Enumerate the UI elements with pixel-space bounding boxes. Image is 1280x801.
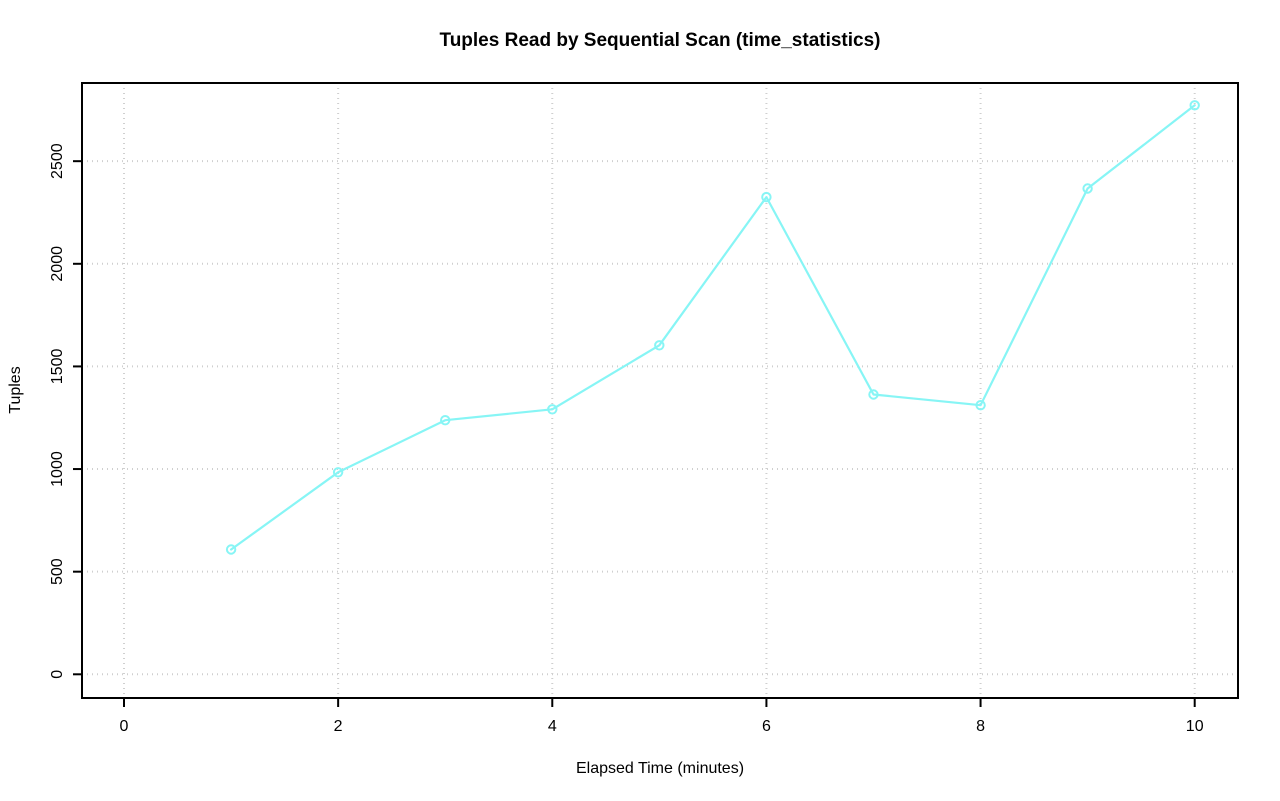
x-tick-label: 10 [1186,718,1204,735]
series-line [230,104,1196,551]
x-tick-label: 0 [120,718,129,735]
plot-box [81,82,1239,699]
data-point [975,400,986,411]
data-point [868,389,879,400]
y-tick-label: 1000 [49,451,66,487]
data-points [225,100,1200,555]
y-axis-label: Tuples [7,366,24,413]
x-tick-labels: 0 2 4 6 8 10 [120,718,1204,735]
data-point [1189,100,1200,111]
x-tick-label: 2 [334,718,343,735]
data-point [332,467,344,478]
data-series [230,104,1196,551]
x-tick-label: 8 [976,718,985,735]
y-tick-label: 1500 [49,349,66,385]
data-point [761,191,772,203]
data-point [225,544,237,555]
data-point [654,340,665,351]
gridlines [82,83,1238,698]
y-tick-labels: 0 500 1000 1500 2000 2500 [49,143,66,678]
y-tick-label: 0 [49,670,66,679]
y-tick-label: 2500 [49,143,66,179]
data-point [547,404,558,415]
y-tick-label: 500 [49,558,66,585]
data-point [1082,183,1093,194]
y-tick-label: 2000 [49,246,66,282]
x-tick-label: 6 [762,718,771,735]
x-axis-label: Elapsed Time (minutes) [576,760,744,777]
x-tick-label: 4 [548,718,557,735]
data-point [440,415,451,426]
axis-ticks [73,160,1196,707]
chart-title: Tuples Read by Sequential Scan (time_sta… [440,30,881,51]
